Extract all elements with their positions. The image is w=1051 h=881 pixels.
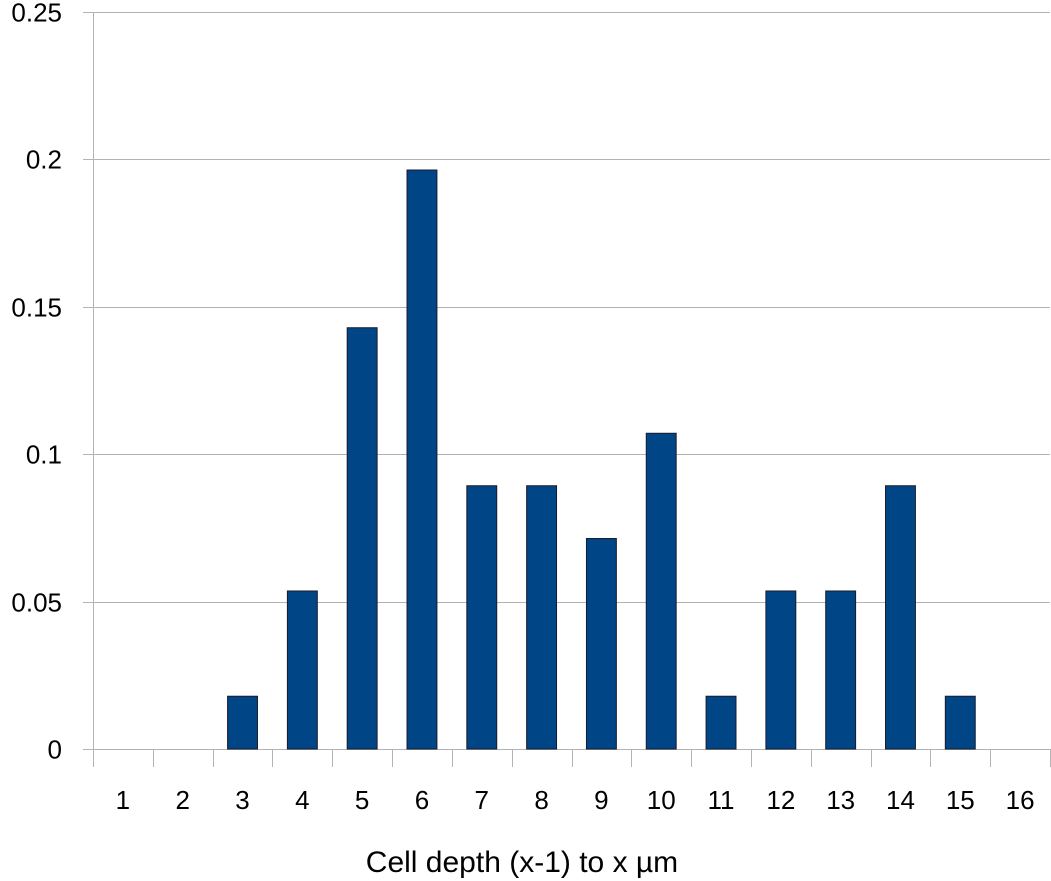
y-tick-label: 0.25 [11,0,62,28]
bar-4 [286,590,318,750]
bar-13 [825,590,857,750]
x-tick-label: 15 [946,785,975,815]
x-tick-label: 16 [1006,785,1035,815]
x-tick-label: 7 [475,785,489,815]
x-tick-labels: 1 2 3 4 5 6 7 8 9 10 11 12 13 14 15 16 [116,785,1035,815]
bar-layer [227,169,976,750]
x-tick-label: 12 [766,785,795,815]
bar-15 [944,695,976,750]
y-tick-label: 0 [48,735,62,765]
y-tick-label: 0.1 [26,440,62,470]
axis-layer [93,12,1051,767]
x-tick-label: 3 [235,785,249,815]
x-axis-title: Cell depth (x-1) to x µm [366,846,678,879]
x-tick-label: 14 [886,785,915,815]
x-tick-label: 5 [355,785,369,815]
x-tick-label: 13 [826,785,855,815]
bar-11 [705,695,737,750]
x-tick-label: 10 [647,785,676,815]
bar-14 [885,485,916,750]
y-tick-labels: 0 0.05 0.1 0.15 0.2 0.25 [11,0,62,765]
y-tick-label: 0.2 [26,145,62,175]
x-tick-label: 2 [175,785,189,815]
bar-3 [227,695,258,750]
bar-12 [765,590,797,750]
y-tick-label: 0.15 [11,293,62,323]
bar-5 [346,327,378,750]
y-tick-label: 0.05 [11,588,62,618]
bar-7 [466,485,498,750]
bar-10 [645,432,677,750]
x-tick-label: 4 [295,785,309,815]
bar-6 [406,169,438,750]
bar-8 [526,485,558,750]
x-tick-label: 9 [594,785,608,815]
x-tick-label: 1 [116,785,130,815]
x-tick-label: 11 [708,785,735,815]
x-tick-label: 8 [534,785,548,815]
x-tick-label: 6 [415,785,429,815]
bar-9 [585,538,617,750]
